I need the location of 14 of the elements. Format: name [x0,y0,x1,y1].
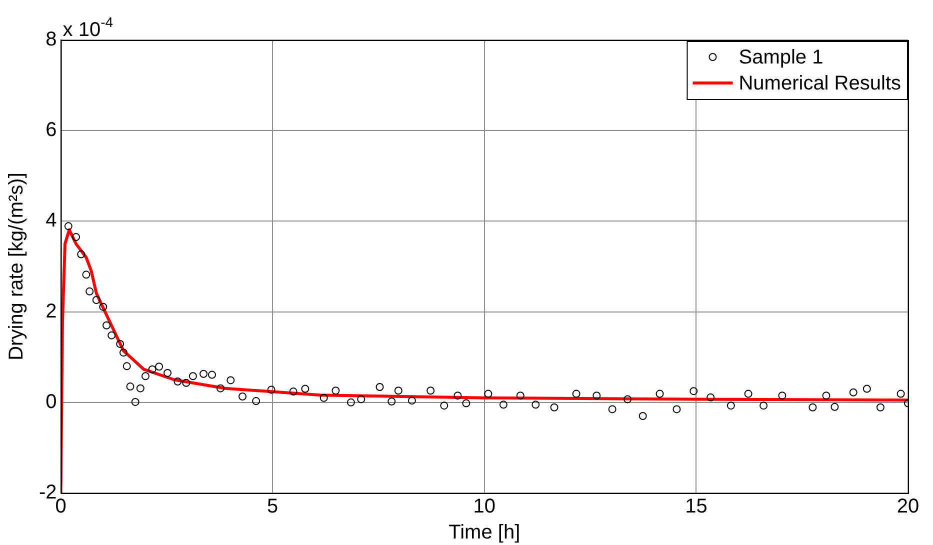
y-tick-label: -2 [38,482,57,504]
x-tick-label: 5 [267,496,278,518]
y-tick-label: 6 [46,119,57,142]
y-axis-title: Drying rate [kg/(m²s)] [6,172,28,360]
x-tick-label: 10 [473,496,496,518]
y-tick-label: 8 [46,28,57,51]
y-tick-label: 2 [46,300,57,322]
x-tick-label: 15 [685,496,708,518]
y-tick-label: 4 [46,210,57,232]
x-axis-title: Time [h] [448,522,520,544]
y-tick-label: 0 [46,390,57,413]
x-tick-label: 20 [896,496,920,518]
legend-label: Sample 1 [738,46,824,69]
legend-label: Numerical Results [738,72,901,95]
